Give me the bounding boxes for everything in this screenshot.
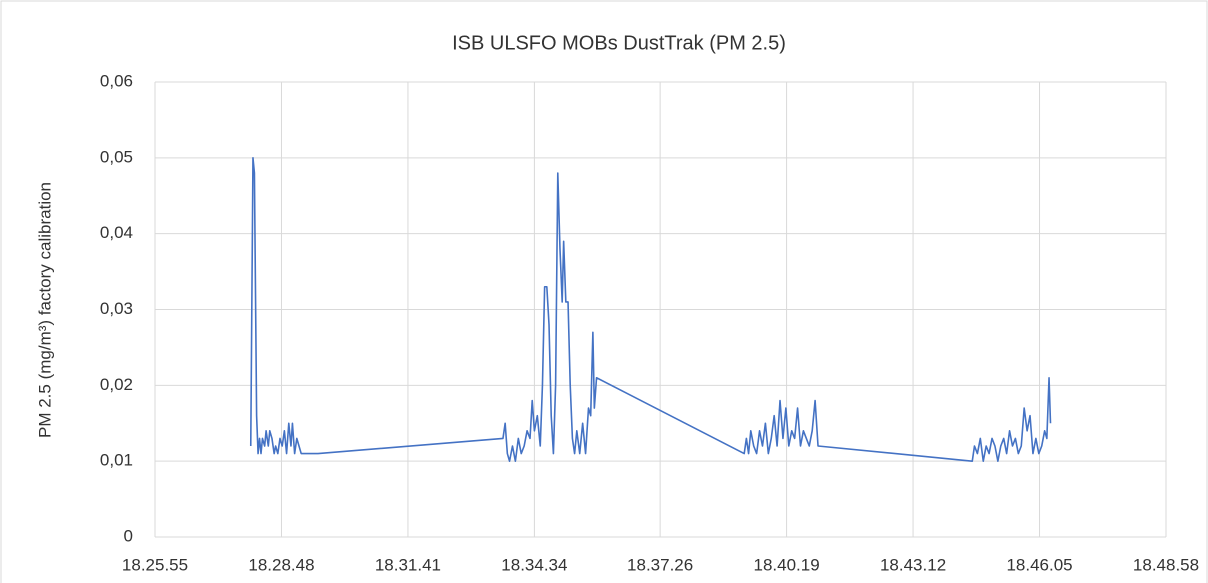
x-tick-label: 18.40.19 — [754, 555, 820, 574]
y-tick-label: 0,05 — [100, 147, 133, 166]
y-tick-label: 0,06 — [100, 71, 133, 90]
x-tick-label: 18.48.58 — [1133, 555, 1199, 574]
x-tick-label: 18.31.41 — [375, 555, 441, 574]
y-tick-label: 0,03 — [100, 299, 133, 318]
y-tick-label: 0,04 — [100, 223, 133, 242]
data-line — [249, 157, 1052, 462]
y-tick-label: 0,01 — [100, 451, 133, 470]
y-axis-label: PM 2.5 (mg/m³) factory calibration — [35, 182, 54, 438]
x-tick-label: 18.28.48 — [248, 555, 314, 574]
chart-title: ISB ULSFO MOBs DustTrak (PM 2.5) — [452, 32, 786, 54]
x-tick-label: 18.34.34 — [501, 555, 567, 574]
x-tick-label: 18.46.05 — [1006, 555, 1072, 574]
x-tick-label: 18.43.12 — [880, 555, 946, 574]
x-tick-label: 18.37.26 — [627, 555, 693, 574]
y-tick-label: 0,02 — [100, 375, 133, 394]
y-tick-label: 0 — [124, 526, 133, 545]
x-tick-label: 18.25.55 — [122, 555, 188, 574]
